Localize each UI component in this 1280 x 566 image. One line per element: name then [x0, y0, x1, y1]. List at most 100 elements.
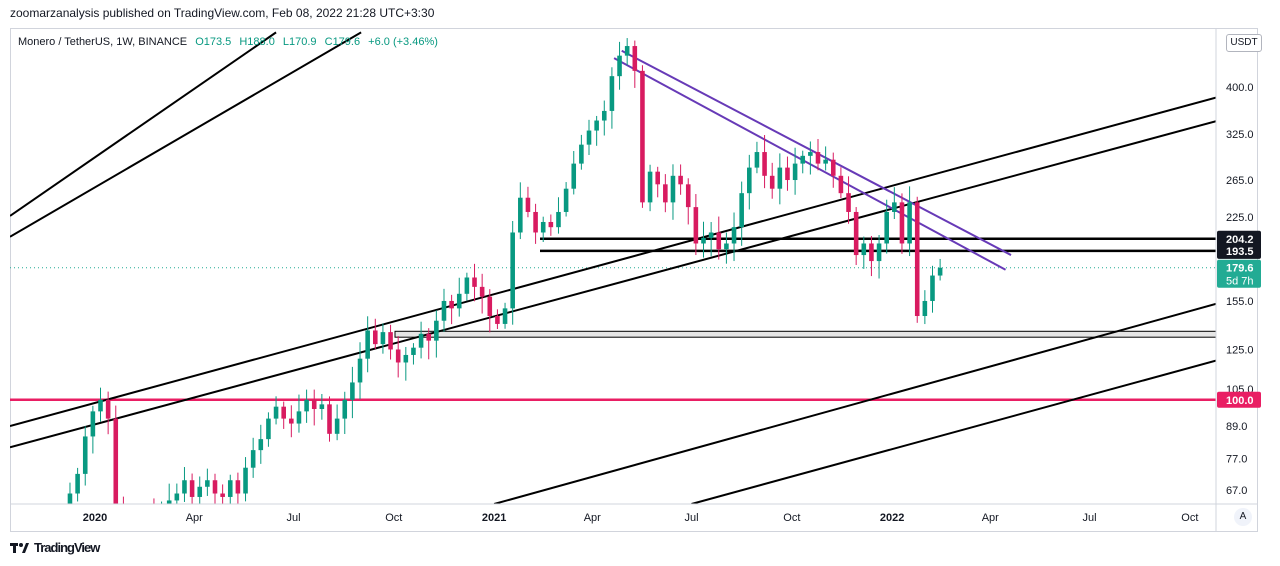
candle: [563, 182, 569, 217]
price-label: 179.65d 7h: [1217, 259, 1261, 288]
candle: [655, 166, 660, 198]
publisher-header: zoomarzanalysis published on TradingView…: [10, 6, 435, 20]
candle-body: [769, 175, 775, 189]
x-tick-label: 2021: [482, 512, 506, 524]
candle-body: [90, 411, 96, 437]
candle: [113, 405, 119, 504]
x-tick-label: Jul: [286, 512, 300, 524]
candle: [273, 396, 279, 425]
candle-body: [548, 221, 554, 228]
candle: [838, 167, 844, 199]
candle-body: [533, 211, 538, 233]
candle-body: [266, 418, 271, 440]
candle: [548, 214, 554, 236]
candle-body: [82, 436, 88, 474]
candle-body: [472, 277, 477, 287]
candle-body: [838, 175, 844, 194]
candle: [365, 316, 370, 373]
candle: [601, 100, 607, 136]
ohlc-close: C179.6: [324, 36, 361, 48]
candle: [67, 482, 73, 504]
candle: [174, 483, 180, 504]
price-label-bg: [1217, 259, 1261, 288]
candle-body: [800, 155, 806, 164]
y-tick-label: 125.0: [1226, 344, 1254, 356]
candle: [747, 154, 752, 210]
candle: [98, 387, 103, 422]
candle-body: [747, 167, 752, 194]
candles: [67, 38, 943, 566]
candle: [800, 150, 806, 174]
candle: [525, 186, 531, 218]
candle: [617, 41, 622, 90]
candle: [892, 187, 897, 219]
candle-body: [914, 202, 920, 317]
candle: [899, 193, 905, 254]
candle: [830, 152, 836, 188]
candle: [876, 235, 882, 279]
candle-body: [556, 211, 561, 228]
price-label: 193.5: [1217, 242, 1261, 259]
candle: [609, 67, 615, 129]
candle-body: [731, 227, 737, 244]
candle-body: [105, 399, 111, 419]
candle: [136, 523, 141, 566]
candle: [153, 498, 155, 504]
candle-body: [892, 202, 897, 212]
candle-body: [258, 439, 264, 451]
candle-body: [189, 480, 195, 497]
candle: [418, 321, 424, 359]
candle-body: [518, 197, 523, 233]
candle: [258, 424, 264, 464]
candle: [518, 182, 523, 240]
candle: [930, 265, 935, 313]
candle-body: [922, 300, 928, 317]
channel-line: [10, 31, 277, 217]
candle-body: [357, 358, 363, 383]
candle: [708, 222, 714, 257]
channel-line: [10, 120, 1216, 449]
channel-line: [10, 96, 1216, 428]
candle-body: [426, 333, 432, 341]
candle: [243, 457, 248, 502]
candle-body: [571, 163, 577, 189]
candle: [785, 156, 790, 191]
symbol-legend: Monero / TetherUS, 1W, BINANCE O173.5 H1…: [18, 36, 443, 48]
candle: [792, 147, 798, 195]
candle: [426, 328, 432, 360]
candle: [304, 389, 309, 423]
candle: [693, 194, 699, 256]
candle: [533, 203, 538, 244]
candle: [456, 277, 462, 317]
candle-body: [640, 70, 645, 203]
candle-body: [197, 486, 203, 497]
price-label: 100.0: [1217, 391, 1261, 408]
candle-body: [609, 76, 615, 111]
candle: [647, 164, 653, 212]
candle-body: [205, 480, 210, 487]
support-zone: [394, 330, 1216, 338]
candle: [122, 496, 124, 504]
candle-body: [525, 197, 531, 212]
candle: [670, 164, 676, 220]
candle: [472, 263, 477, 302]
candle: [350, 366, 355, 419]
y-tick-label: 325.0: [1226, 129, 1254, 141]
price-label-countdown: 5d 7h: [1226, 276, 1254, 288]
candle-body: [685, 184, 691, 208]
candle: [189, 473, 195, 504]
price-label-text: 100.0: [1226, 395, 1254, 407]
candle: [403, 346, 409, 381]
candle: [701, 221, 706, 258]
channel-line: [691, 359, 1216, 504]
currency-button[interactable]: USDT: [1226, 34, 1262, 52]
candle-body: [129, 547, 134, 565]
candle: [739, 181, 744, 246]
candle: [296, 394, 302, 433]
horizontal-levels: [10, 237, 1216, 402]
candle: [632, 40, 638, 88]
candle-body: [601, 110, 607, 121]
auto-scale-button[interactable]: A: [1234, 508, 1252, 526]
